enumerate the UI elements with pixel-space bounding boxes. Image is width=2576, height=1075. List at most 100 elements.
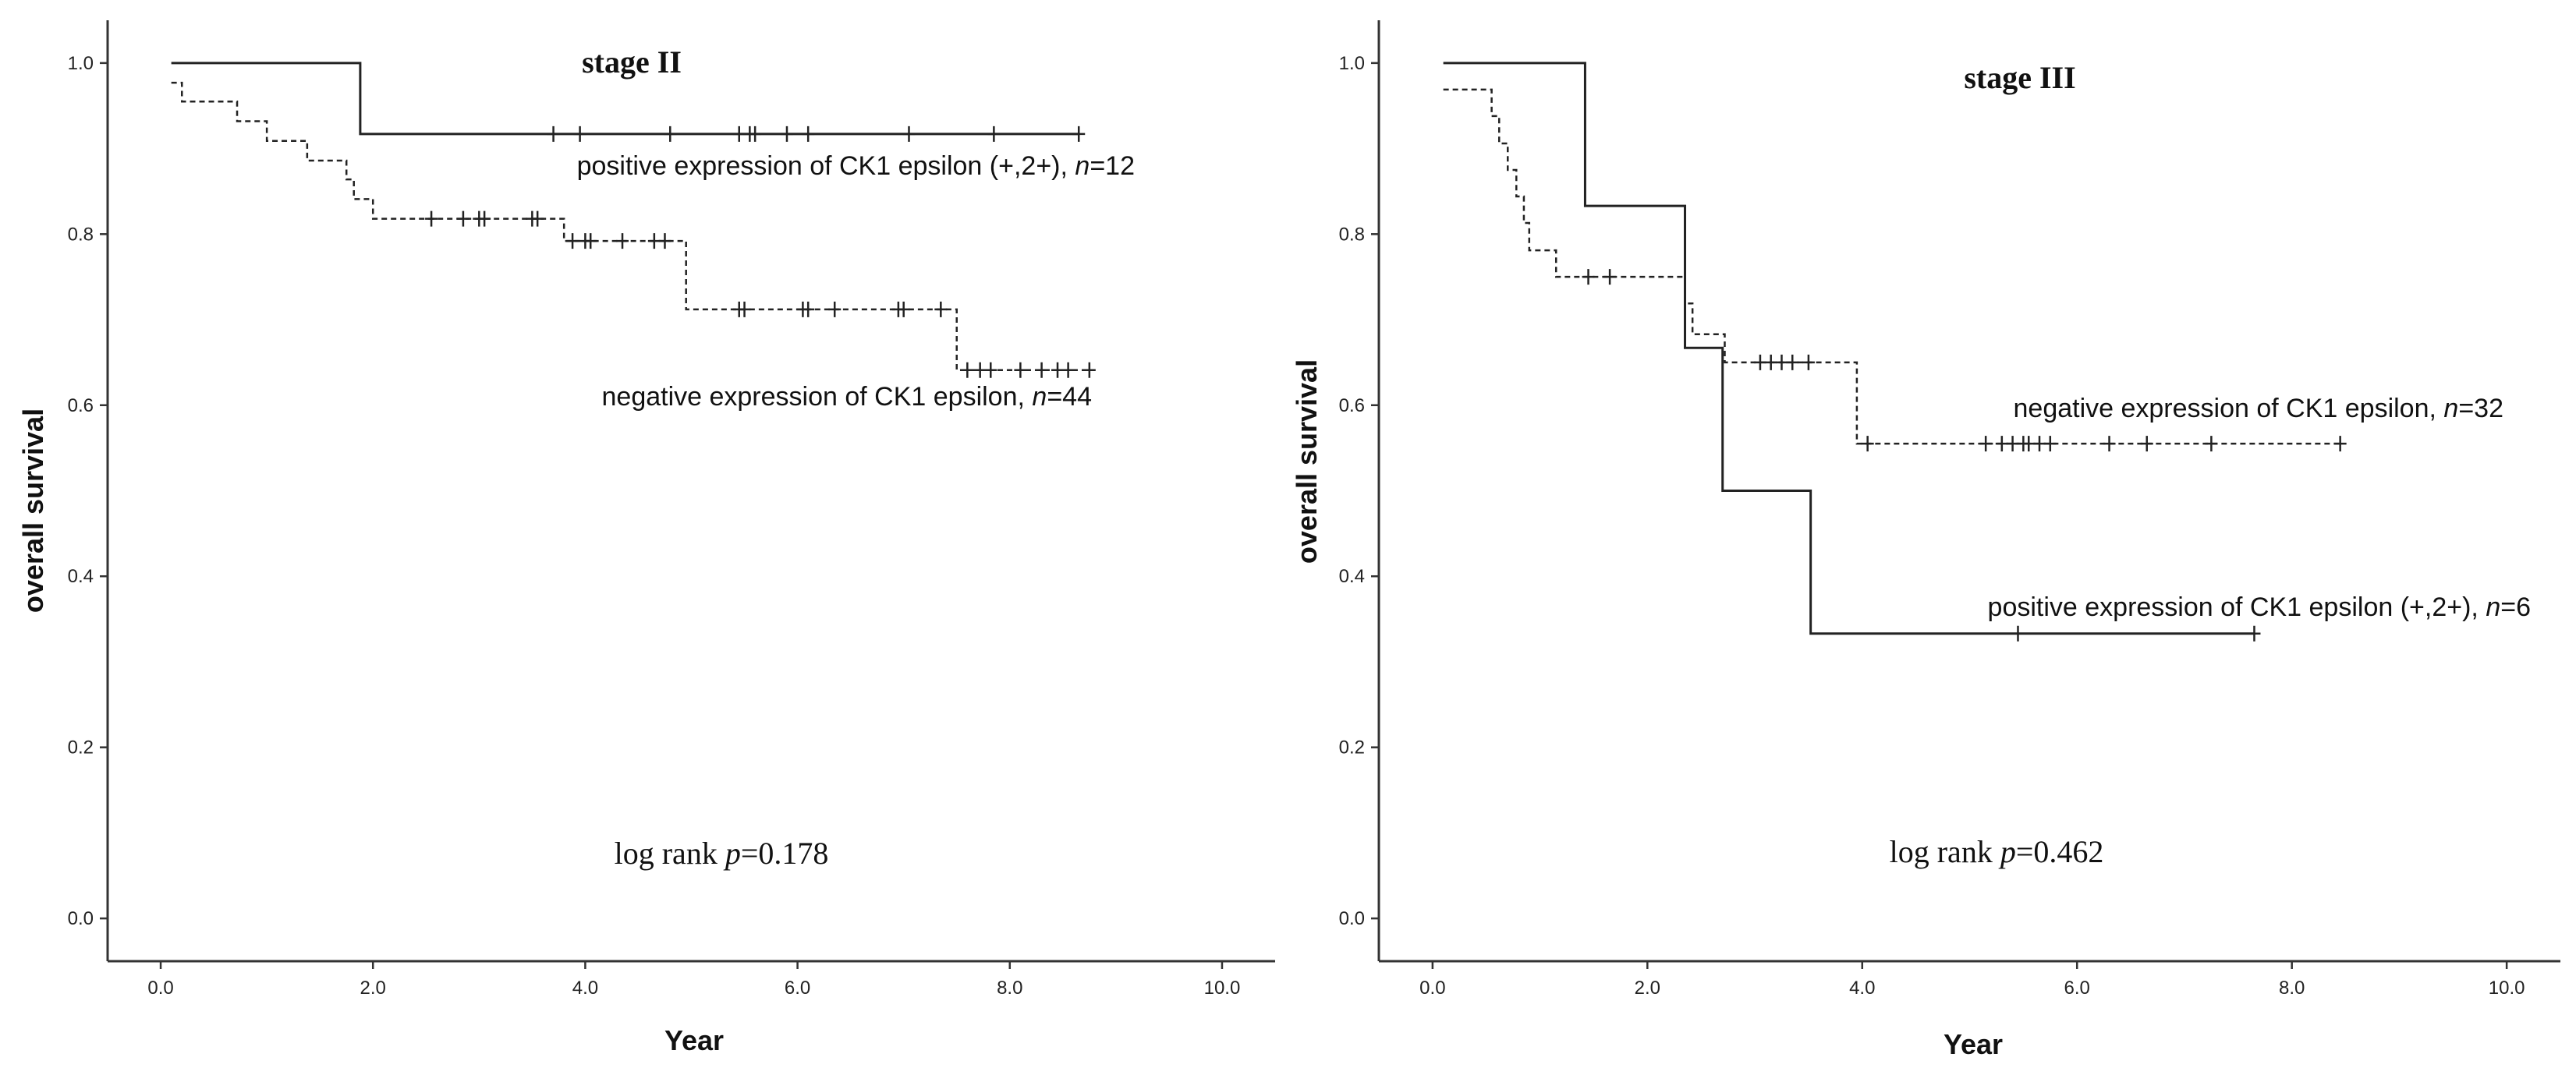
censor-mark — [478, 210, 491, 227]
annotation-prefix: log rank — [615, 836, 725, 871]
y-tick-label: 0.8 — [68, 224, 94, 245]
censor-mark — [425, 210, 438, 227]
x-axis-label: Year — [1944, 1028, 2003, 1060]
series-n-value: =32 — [2458, 394, 2503, 423]
censor-mark — [2022, 436, 2036, 452]
censor-mark — [1072, 126, 1086, 142]
censor-mark — [2103, 436, 2116, 452]
censor-mark — [584, 233, 597, 249]
series-label-positive: positive expression of CK1 epsilon (+,2+… — [1988, 592, 2531, 622]
y-tick-label: 0.6 — [1339, 395, 1365, 416]
censor-mark — [984, 362, 997, 378]
series-n-symbol: n — [1075, 151, 1090, 181]
x-tick-label: 6.0 — [785, 978, 810, 999]
censor-mark — [1082, 362, 1096, 378]
y-tick-label: 0.8 — [1339, 224, 1365, 245]
censor-mark — [1802, 354, 1815, 370]
x-tick-label: 6.0 — [2064, 978, 2090, 999]
censor-mark — [456, 210, 469, 227]
censor-mark — [2248, 625, 2261, 642]
annotation-p-symbol: p — [1998, 834, 2016, 869]
censor-mark — [802, 126, 815, 142]
censor-mark — [1603, 269, 1617, 285]
chart-title: stage II — [582, 44, 682, 80]
censor-mark — [987, 126, 1001, 142]
censor-mark — [1764, 354, 1777, 370]
series-label-negative: negative expression of CK1 epsilon, n=44 — [602, 382, 1093, 412]
x-tick-label: 8.0 — [2279, 978, 2305, 999]
plot-area: 0.0 0.2 0.4 0.6 0.8 1.0 0.0 2.0 4.0 6.0 8.0 10.0 — [68, 20, 1275, 999]
x-tick-label: 2.0 — [1635, 978, 1660, 999]
y-axis-label: overall survival — [17, 408, 49, 613]
series-n-value: =12 — [1090, 151, 1135, 181]
censor-mark — [2043, 436, 2057, 452]
censor-mark — [732, 126, 746, 142]
censor-mark — [647, 233, 661, 249]
x-tick-label: 10.0 — [2489, 978, 2525, 999]
censor-mark — [664, 126, 677, 142]
censor-mark — [961, 362, 974, 378]
x-tick-label: 4.0 — [572, 978, 598, 999]
censor-mark — [1061, 362, 1075, 378]
chart-stage-ii: 0.0 0.2 0.4 0.6 0.8 1.0 0.0 2.0 4.0 6.0 8.0 10.0 st… — [17, 20, 1275, 1056]
y-tick-label: 1.0 — [1339, 53, 1365, 74]
censor-mark — [1786, 354, 1799, 370]
censor-mark — [2140, 436, 2153, 452]
censor-mark — [547, 126, 560, 142]
y-axis-label: overall survival — [1291, 359, 1323, 564]
series-n-symbol: n — [1032, 382, 1047, 412]
censor-mark — [1995, 436, 2008, 452]
censor-mark — [2333, 436, 2347, 452]
censor-mark — [531, 210, 544, 227]
x-tick-label: 0.0 — [1419, 978, 1445, 999]
survival-curve-dashed — [1443, 88, 2340, 445]
chart-stage-iii: 0.0 0.2 0.4 0.6 0.8 1.0 0.0 2.0 4.0 6.0 8.0 10.0 st… — [1291, 20, 2560, 1060]
x-tick-label: 0.0 — [147, 978, 173, 999]
annotation-p-value: =0.178 — [741, 836, 829, 871]
annotation-p-value: =0.462 — [2016, 834, 2104, 869]
log-rank-annotation: log rank p=0.178 — [615, 836, 829, 871]
series-n-value: =44 — [1047, 382, 1092, 412]
survival-curve-solid — [1443, 62, 2255, 635]
series-label-positive: positive expression of CK1 epsilon (+,2+… — [577, 151, 1135, 181]
x-tick-label: 8.0 — [997, 978, 1022, 999]
censor-mark — [1582, 269, 1595, 285]
log-rank-annotation: log rank p=0.462 — [1890, 834, 2104, 869]
censor-mark — [1753, 354, 1766, 370]
censor-mark — [973, 362, 987, 378]
censor-mark — [2006, 436, 2019, 452]
censor-mark — [1051, 362, 1065, 378]
censor-mark — [780, 126, 793, 142]
series-label-text: negative expression of CK1 epsilon, — [602, 382, 1033, 412]
y-tick-label: 0.0 — [1339, 908, 1365, 929]
censor-mark — [2011, 625, 2025, 642]
y-tick-label: 0.4 — [1339, 566, 1365, 587]
y-tick-label: 0.2 — [1339, 737, 1365, 759]
censor-mark — [658, 233, 671, 249]
plot-area: 0.0 0.2 0.4 0.6 0.8 1.0 0.0 2.0 4.0 6.0 8.0 10.0 — [1339, 20, 2560, 999]
y-tick-label: 0.2 — [68, 737, 94, 759]
censor-mark — [897, 301, 910, 317]
censor-mark — [1861, 436, 1874, 452]
series-label-text: positive expression of CK1 epsilon (+,2+… — [577, 151, 1075, 181]
annotation-p-symbol: p — [723, 836, 741, 871]
x-axis-label: Year — [664, 1024, 724, 1056]
censor-mark — [1014, 362, 1027, 378]
y-tick-label: 0.0 — [68, 908, 94, 929]
y-tick-label: 0.6 — [68, 395, 94, 416]
series-n-symbol: n — [2486, 592, 2500, 622]
x-tick-label: 4.0 — [1849, 978, 1875, 999]
survival-curve-dashed — [171, 81, 1095, 372]
series-label-negative: negative expression of CK1 epsilon, n=32 — [2014, 394, 2504, 423]
censor-mark — [1979, 436, 1993, 452]
censor-mark — [738, 301, 751, 317]
x-tick-label: 2.0 — [360, 978, 386, 999]
censor-mark — [2205, 436, 2218, 452]
censor-mark — [616, 233, 629, 249]
x-tick-label: 10.0 — [1204, 978, 1241, 999]
censor-mark — [902, 126, 916, 142]
censor-mark — [2033, 436, 2046, 452]
censor-mark — [749, 126, 762, 142]
censor-mark — [573, 126, 586, 142]
series-label-text: positive expression of CK1 epsilon (+,2+… — [1988, 592, 2486, 622]
